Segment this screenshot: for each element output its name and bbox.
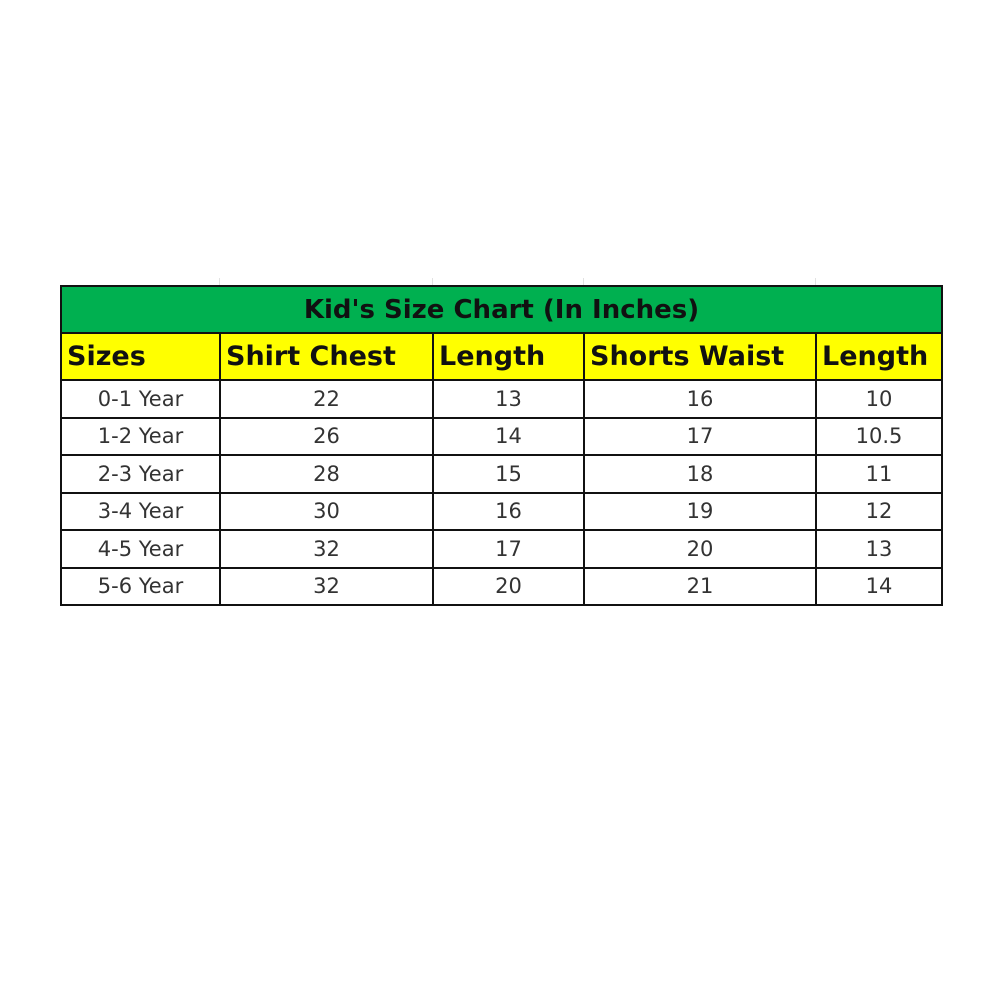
table-cell[interactable]: 18 <box>583 454 817 494</box>
table-cell[interactable]: 13 <box>814 529 944 569</box>
gridline <box>815 278 816 286</box>
column-header[interactable]: Shorts Waist <box>583 332 817 381</box>
table-cell[interactable]: 11 <box>814 454 944 494</box>
table-row: 1-2 Year 26 14 17 10.5 <box>60 416 944 456</box>
table-cell[interactable]: 10 <box>814 379 944 419</box>
table-cell[interactable]: 14 <box>432 416 585 456</box>
table-cell[interactable]: 0-1 Year <box>60 379 221 419</box>
table-cell[interactable]: 16 <box>432 491 585 531</box>
table-cell[interactable]: 32 <box>219 566 434 606</box>
table-row: 3-4 Year 30 16 19 12 <box>60 491 944 531</box>
table-cell[interactable]: 4-5 Year <box>60 529 221 569</box>
table-cell[interactable]: 15 <box>432 454 585 494</box>
table-cell[interactable]: 13 <box>432 379 585 419</box>
table-cell[interactable]: 16 <box>583 379 817 419</box>
column-header[interactable]: Length <box>432 332 585 381</box>
header-row: Sizes Shirt Chest Length Shorts Waist Length <box>60 332 944 381</box>
table-cell[interactable]: 1-2 Year <box>60 416 221 456</box>
table-cell[interactable]: 20 <box>432 566 585 606</box>
gridline <box>583 278 584 286</box>
table-cell[interactable]: 14 <box>814 566 944 606</box>
table-cell[interactable]: 5-6 Year <box>60 566 221 606</box>
column-header[interactable]: Length <box>814 332 944 381</box>
table-cell[interactable]: 26 <box>219 416 434 456</box>
table-row: 0-1 Year 22 13 16 10 <box>60 379 944 419</box>
gridline <box>219 278 220 286</box>
table-cell[interactable]: 10.5 <box>814 416 944 456</box>
table-cell[interactable]: 17 <box>432 529 585 569</box>
table-cell[interactable]: 12 <box>814 491 944 531</box>
chart-title[interactable]: Kid's Size Chart (In Inches) <box>59 285 944 334</box>
table-row: 5-6 Year 32 20 21 14 <box>60 566 944 606</box>
table-cell[interactable]: 17 <box>583 416 817 456</box>
table-row: 2-3 Year 28 15 18 11 <box>60 454 944 494</box>
table-cell[interactable]: 2-3 Year <box>60 454 221 494</box>
table-cell[interactable]: 22 <box>219 379 434 419</box>
table-cell[interactable]: 30 <box>219 491 434 531</box>
table-cell[interactable]: 32 <box>219 529 434 569</box>
table-cell[interactable]: 3-4 Year <box>60 491 221 531</box>
size-chart-table: Kid's Size Chart (In Inches) Sizes Shirt … <box>59 285 944 606</box>
title-row: Kid's Size Chart (In Inches) <box>59 285 944 334</box>
column-header[interactable]: Shirt Chest <box>219 332 434 381</box>
table-row: 4-5 Year 32 17 20 13 <box>60 529 944 569</box>
gridline <box>432 278 433 286</box>
table-cell[interactable]: 21 <box>583 566 817 606</box>
table-cell[interactable]: 20 <box>583 529 817 569</box>
column-header[interactable]: Sizes <box>60 332 221 381</box>
table-cell[interactable]: 19 <box>583 491 817 531</box>
table-cell[interactable]: 28 <box>219 454 434 494</box>
